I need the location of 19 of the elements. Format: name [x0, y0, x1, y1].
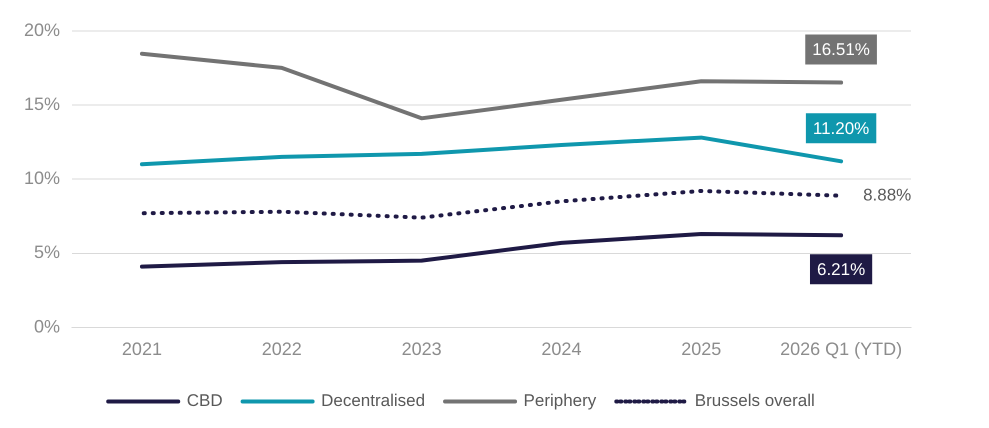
x-tick-label: 2025: [681, 339, 722, 360]
data-label: 6.21%: [816, 260, 866, 279]
x-tick-label: 2021: [122, 339, 162, 360]
legend-label: Decentralised: [321, 391, 426, 410]
y-tick-label: 0%: [34, 316, 60, 336]
data-label: 11.20%: [812, 118, 870, 138]
y-tick-label: 10%: [24, 168, 60, 188]
legend-label: CBD: [186, 391, 223, 410]
data-label: 8.88%: [863, 185, 912, 204]
y-tick-label: 15%: [24, 94, 60, 114]
x-tick-label: 2023: [402, 339, 442, 360]
legend-label: Periphery: [524, 391, 597, 410]
x-tick-label: 2024: [541, 339, 582, 360]
y-tick-label: 5%: [34, 242, 60, 262]
data-label: 16.51%: [812, 40, 870, 60]
x-tick-label: 2022: [262, 339, 302, 360]
x-tick-label: 2026 Q1 (YTD): [780, 339, 902, 360]
legend-label: Brussels overall: [694, 391, 815, 410]
y-tick-label: 20%: [24, 20, 60, 40]
